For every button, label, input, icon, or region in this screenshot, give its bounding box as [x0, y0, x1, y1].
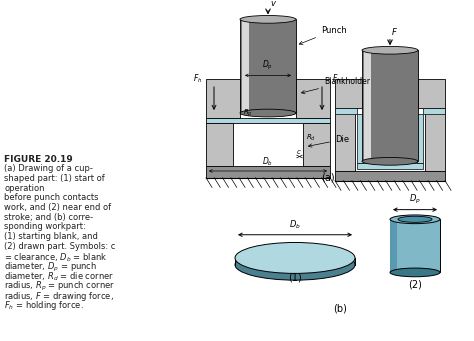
Text: c: c [297, 149, 301, 154]
Bar [425, 108, 445, 171]
Text: $F_h$ = holding force.: $F_h$ = holding force. [4, 299, 84, 312]
Bar [335, 171, 445, 181]
Text: Punch: Punch [299, 26, 347, 44]
Ellipse shape [235, 246, 355, 277]
Text: (2): (2) [408, 280, 422, 290]
Ellipse shape [240, 109, 296, 117]
Bar [335, 108, 357, 114]
Bar [296, 79, 330, 118]
Bar [423, 108, 445, 114]
Text: shaped part: (1) start of: shaped part: (1) start of [4, 174, 105, 183]
Ellipse shape [235, 243, 355, 275]
Bar [335, 108, 355, 171]
Text: diameter, $R_d$ = die corner: diameter, $R_d$ = die corner [4, 270, 114, 283]
Text: $D_p$: $D_p$ [409, 193, 421, 206]
Text: sponding workpart:: sponding workpart: [4, 222, 86, 231]
Bar [206, 123, 233, 166]
Text: Blankholder: Blankholder [301, 77, 370, 94]
Ellipse shape [240, 15, 296, 23]
Text: before punch contacts: before punch contacts [4, 193, 99, 202]
Text: diameter, $D_p$ = punch: diameter, $D_p$ = punch [4, 261, 97, 274]
Bar [242, 19, 249, 113]
Text: F: F [392, 28, 397, 37]
Bar [206, 79, 240, 118]
Text: stroke; and (b) corre-: stroke; and (b) corre- [4, 212, 93, 222]
Bar [303, 123, 330, 166]
Text: FIGURE 20.19: FIGURE 20.19 [4, 154, 73, 164]
Bar [390, 219, 397, 272]
Ellipse shape [235, 248, 355, 279]
Ellipse shape [235, 244, 355, 275]
Bar [206, 118, 330, 123]
Ellipse shape [390, 215, 440, 224]
Text: radius, $F$ = drawing force,: radius, $F$ = drawing force, [4, 290, 114, 303]
Ellipse shape [390, 268, 440, 277]
Bar [335, 79, 362, 108]
Ellipse shape [235, 246, 355, 276]
Text: (a) Drawing of a cup-: (a) Drawing of a cup- [4, 164, 93, 173]
Text: (1) starting blank, and: (1) starting blank, and [4, 232, 98, 241]
Text: (a): (a) [321, 173, 335, 183]
Text: work, and (2) near end of: work, and (2) near end of [4, 203, 111, 212]
Text: $D_b$: $D_b$ [289, 218, 301, 231]
Ellipse shape [235, 247, 355, 278]
Text: Die: Die [309, 135, 349, 147]
Bar [357, 114, 363, 163]
Text: radius, $R_p$ = punch corner: radius, $R_p$ = punch corner [4, 280, 115, 293]
Bar [206, 166, 330, 178]
Bar [357, 163, 423, 169]
Text: $D_b$: $D_b$ [263, 155, 273, 168]
Text: = clearance, $D_b$ = blank: = clearance, $D_b$ = blank [4, 251, 108, 264]
Bar [417, 114, 423, 163]
Bar [240, 19, 296, 113]
Text: $F_h$: $F_h$ [192, 72, 202, 85]
Bar [390, 219, 440, 272]
Text: $D_p$: $D_p$ [263, 59, 273, 73]
Bar [364, 50, 371, 161]
Bar [362, 50, 418, 161]
Text: $R_d$: $R_d$ [306, 133, 316, 143]
Ellipse shape [235, 242, 355, 273]
Text: operation: operation [4, 183, 45, 193]
Text: (1): (1) [288, 272, 302, 282]
Ellipse shape [398, 216, 432, 222]
Ellipse shape [235, 249, 355, 280]
Ellipse shape [362, 158, 418, 165]
Bar [418, 79, 445, 108]
Ellipse shape [235, 249, 355, 280]
Text: (b): (b) [333, 303, 347, 313]
Text: v: v [270, 0, 275, 8]
Text: (2) drawn part. Symbols: c: (2) drawn part. Symbols: c [4, 241, 115, 251]
Text: $R_p$: $R_p$ [243, 108, 253, 119]
Ellipse shape [362, 46, 418, 54]
Text: $F_h$: $F_h$ [332, 72, 341, 85]
